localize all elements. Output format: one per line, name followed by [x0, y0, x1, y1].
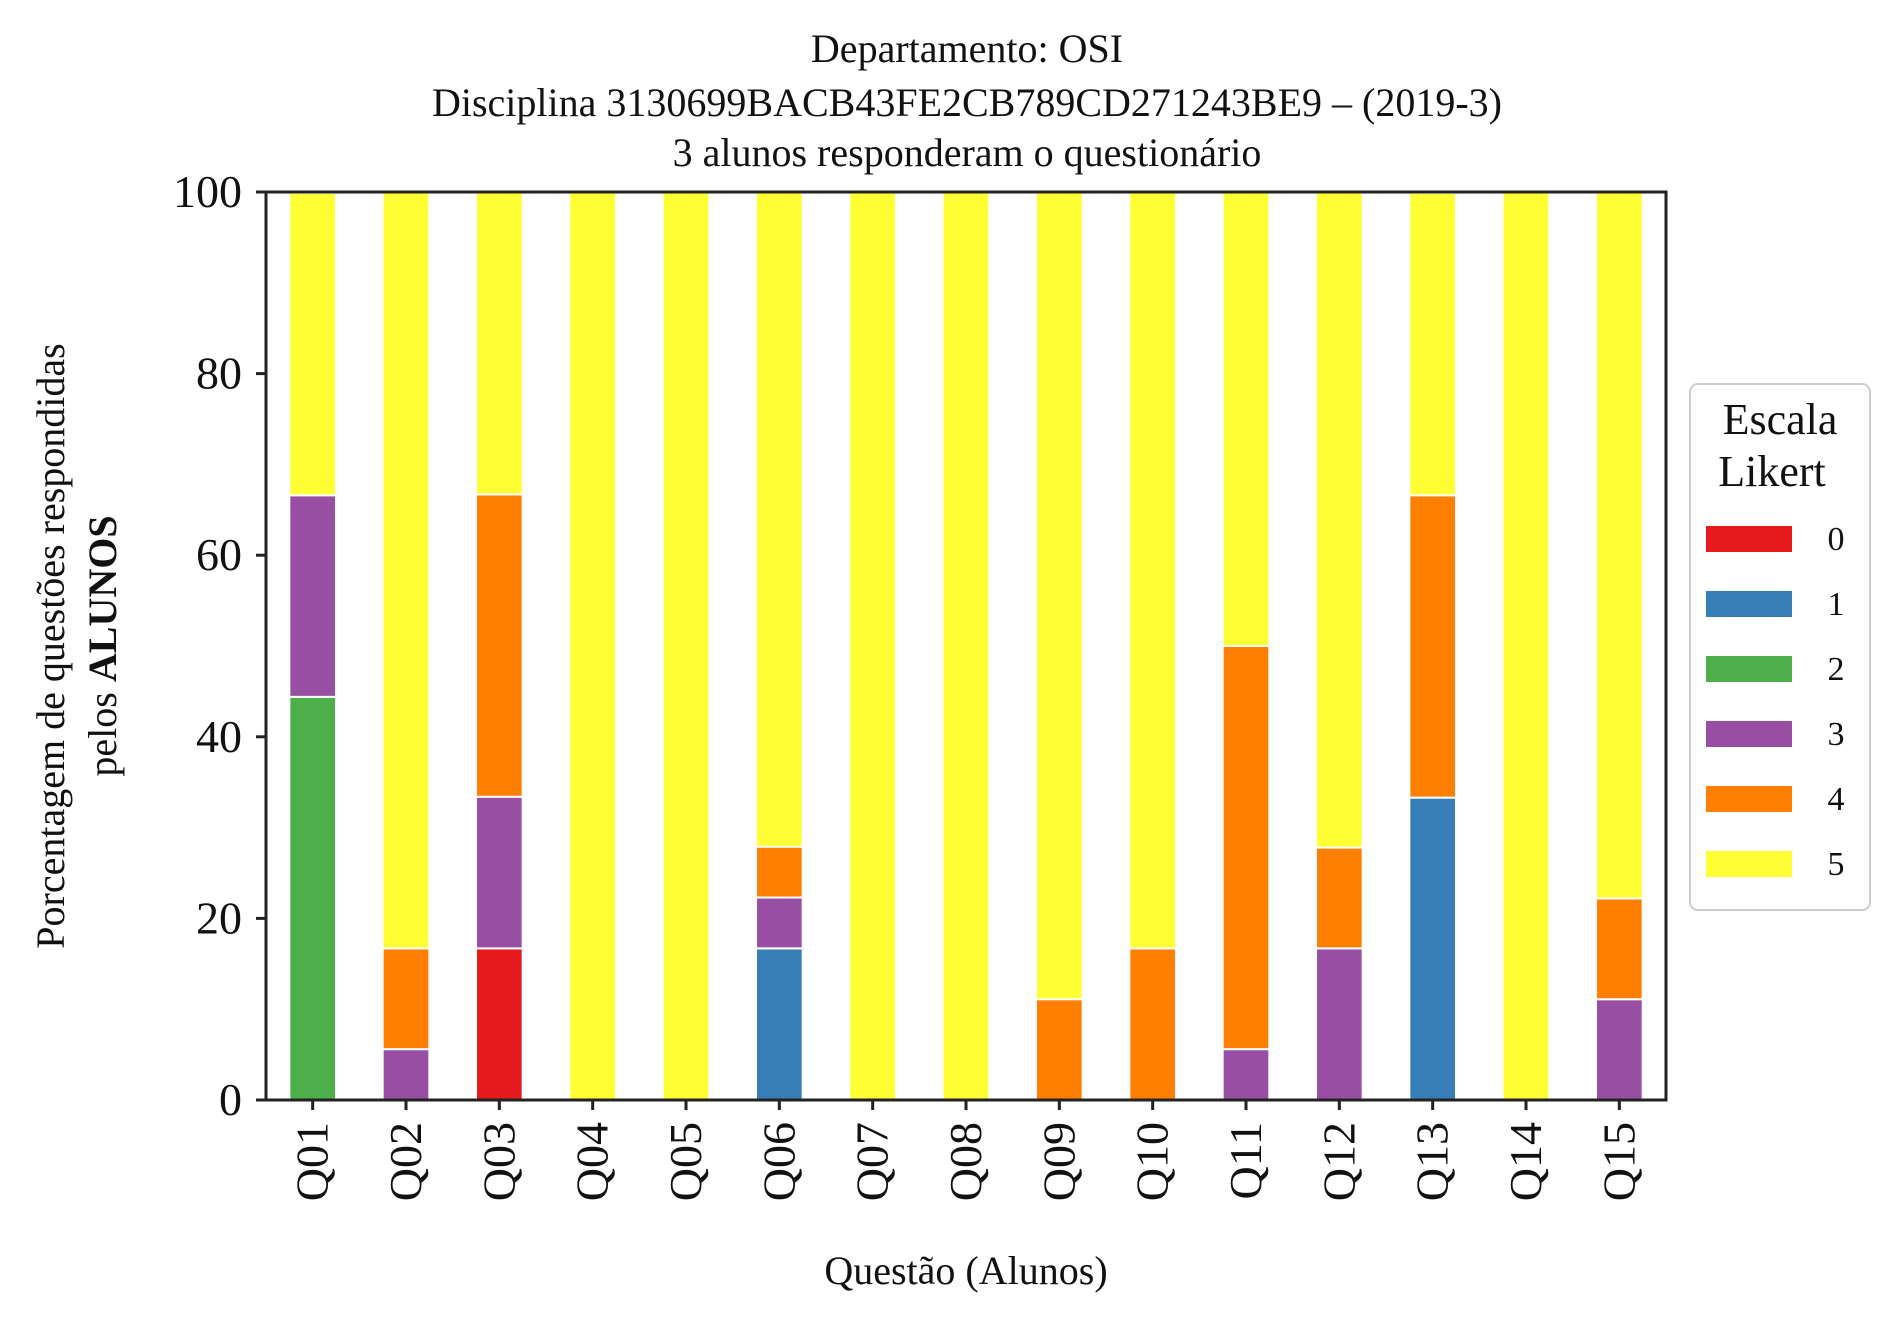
bar-q09-likert-5	[1035, 191, 1084, 1001]
title-line-respondents: 3 alunos responderam o questionário	[673, 130, 1262, 175]
legend-label-3: 3	[1828, 716, 1845, 753]
legend-title-line1: Escala	[1723, 395, 1838, 444]
x-tick-label-q10: Q10	[1127, 1122, 1178, 1201]
y-tick-label-40: 40	[196, 711, 242, 762]
x-tick-label-q15: Q15	[1593, 1122, 1644, 1201]
y-axis-label-line1: Porcentagem de questões respondidas	[28, 343, 73, 948]
legend-label-0: 0	[1828, 521, 1845, 558]
bar-q12-likert-4	[1315, 846, 1364, 950]
legend-swatch-2	[1706, 656, 1792, 682]
bar-q03-likert-0	[475, 947, 524, 1102]
y-axis: 0 20 40 60 80 100	[173, 166, 266, 1125]
legend-label-2: 2	[1828, 651, 1845, 688]
legend-frame	[1689, 383, 1871, 911]
x-tick-label-q06: Q06	[753, 1122, 804, 1201]
y-axis-label-prefix: pelos	[80, 682, 125, 776]
y-tick-label-20: 20	[196, 892, 242, 943]
legend-swatch-5	[1706, 851, 1792, 877]
y-axis-label-bold: ALUNOS	[80, 515, 125, 682]
legend-swatch-1	[1706, 591, 1792, 617]
bar-q04-likert-5	[568, 191, 617, 1101]
legend-label-1: 1	[1828, 586, 1845, 623]
bar-q01-likert-2	[288, 695, 338, 1102]
bar-q13-likert-4	[1408, 494, 1458, 799]
y-axis-label: Porcentagem de questões respondidas pelo…	[28, 343, 125, 948]
y-axis-label-line2: pelos ALUNOS	[80, 515, 125, 776]
title-line-department: Departamento: OSI	[811, 26, 1123, 71]
bar-q06-likert-5	[755, 190, 804, 848]
bar-q06-likert-4	[755, 845, 804, 899]
x-tick-label-q14: Q14	[1500, 1122, 1551, 1201]
x-tick-label-q03: Q03	[473, 1122, 524, 1201]
x-tick-label-q12: Q12	[1313, 1122, 1364, 1201]
bar-q03-likert-4	[475, 493, 524, 798]
x-tick-label-q13: Q13	[1407, 1122, 1458, 1201]
x-tick-label-q08: Q08	[940, 1122, 991, 1201]
legend-label-5: 5	[1828, 846, 1845, 883]
x-axis: Q01 Q02 Q03 Q04 Q05 Q06 Q07 Q08 Q09 Q10 Q11 Q12 Q13 Q…	[287, 1100, 1644, 1201]
bar-q11-likert-4	[1221, 645, 1271, 1051]
bar-q13-likert-5	[1408, 191, 1458, 497]
y-tick-label-60: 60	[196, 529, 242, 580]
bar-q15-likert-4	[1595, 897, 1644, 1001]
bar-q08-likert-5	[941, 191, 991, 1101]
y-tick-label-100: 100	[173, 166, 242, 217]
bar-q02-likert-5	[381, 191, 431, 950]
bar-q01-likert-5	[288, 191, 338, 497]
bars-layer	[288, 190, 1644, 1102]
bar-q06-likert-1	[755, 947, 804, 1102]
bar-q14-likert-5	[1501, 191, 1551, 1101]
bar-q07-likert-5	[848, 191, 897, 1101]
bar-q01-likert-3	[288, 494, 338, 698]
legend-swatch-0	[1706, 526, 1792, 552]
bar-q12-likert-5	[1315, 191, 1364, 849]
x-tick-label-q09: Q09	[1033, 1122, 1084, 1201]
bar-q15-likert-3	[1595, 998, 1644, 1101]
y-tick-label-0: 0	[219, 1074, 242, 1125]
x-axis-label: Questão (Alunos)	[824, 1248, 1107, 1293]
legend-label-4: 4	[1828, 781, 1845, 818]
title-line-discipline: Disciplina 3130699BACB43FE2CB789CD271243…	[432, 80, 1502, 125]
bar-q02-likert-3	[381, 1048, 431, 1101]
chart-title: Departamento: OSI Disciplina 3130699BACB…	[432, 26, 1502, 175]
legend: Escala Likert 0 1 2 3 4 5	[1689, 383, 1871, 911]
bar-q03-likert-5	[475, 191, 524, 496]
legend-title-line2: Likert	[1718, 447, 1826, 496]
y-tick-label-80: 80	[196, 348, 242, 399]
x-tick-label-q11: Q11	[1220, 1122, 1271, 1200]
bar-q11-likert-5	[1221, 191, 1271, 647]
legend-swatch-4	[1706, 786, 1792, 812]
bar-q02-likert-4	[381, 947, 431, 1051]
legend-items: 0 1 2 3 4 5	[1706, 521, 1845, 883]
bar-q13-likert-1	[1408, 796, 1458, 1101]
x-tick-label-q01: Q01	[287, 1122, 338, 1201]
bar-q09-likert-4	[1035, 998, 1084, 1101]
x-tick-label-q02: Q02	[380, 1122, 431, 1201]
legend-swatch-3	[1706, 721, 1792, 747]
x-tick-label-q07: Q07	[847, 1122, 898, 1201]
bar-q05-likert-5	[661, 191, 711, 1101]
bar-q10-likert-5	[1128, 191, 1178, 950]
x-tick-label-q05: Q05	[660, 1122, 711, 1201]
bar-q15-likert-5	[1595, 191, 1644, 900]
bar-q11-likert-3	[1221, 1048, 1271, 1101]
bar-q06-likert-3	[755, 896, 804, 950]
x-tick-label-q04: Q04	[567, 1122, 618, 1201]
bar-q10-likert-4	[1128, 947, 1178, 1102]
bar-q03-likert-3	[475, 795, 524, 950]
bar-q12-likert-3	[1315, 947, 1364, 1102]
